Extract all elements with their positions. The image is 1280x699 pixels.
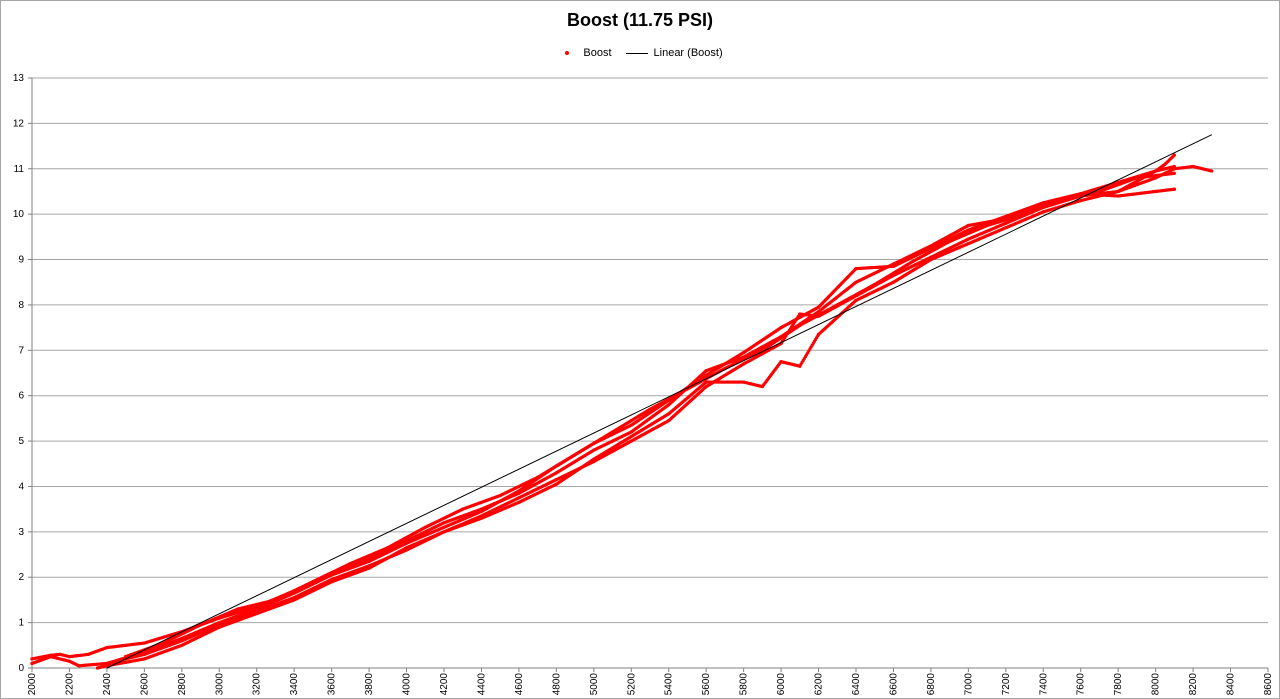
x-tick-label: 2400 — [102, 673, 113, 696]
x-tick-label: 2600 — [139, 673, 150, 696]
x-tick-label: 4200 — [439, 673, 450, 696]
x-tick-label: 3600 — [327, 673, 338, 696]
boost-point — [1172, 187, 1176, 191]
legend-item-boost: Boost — [557, 47, 612, 59]
y-tick-label: 11 — [14, 164, 25, 175]
x-tick-label: 7000 — [963, 673, 974, 696]
x-tick-label: 6400 — [851, 673, 862, 696]
x-tick-label: 6000 — [776, 673, 787, 696]
x-tick-label: 5000 — [589, 673, 600, 696]
legend-marker-linear — [625, 52, 648, 54]
y-tick-label: 3 — [18, 527, 24, 538]
x-tick-label: 8200 — [1188, 673, 1199, 696]
y-tick-label: 10 — [13, 209, 25, 220]
y-tick-label: 6 — [18, 391, 24, 402]
x-tick-label: 2800 — [177, 673, 188, 696]
boost-point — [1172, 154, 1176, 158]
y-tick-label: 9 — [18, 255, 24, 266]
y-tick-label: 0 — [18, 663, 24, 674]
y-tick-label: 4 — [18, 481, 24, 492]
x-tick-label: 2200 — [64, 673, 75, 696]
y-tick-label: 2 — [18, 572, 24, 583]
y-tick-label: 5 — [18, 436, 24, 447]
x-tick-label: 6200 — [814, 673, 825, 696]
y-tick-label: 12 — [13, 118, 25, 129]
x-tick-label: 5400 — [664, 673, 675, 696]
x-tick-label: 3400 — [289, 673, 300, 696]
x-tick-label: 6800 — [926, 673, 937, 696]
x-tick-label: 3800 — [364, 673, 375, 696]
x-tick-label: 3000 — [214, 673, 225, 696]
x-tick-label: 4600 — [514, 673, 525, 696]
x-tick-label: 2000 — [27, 673, 38, 696]
x-tick-label: 5800 — [739, 673, 750, 696]
x-tick-label: 5200 — [626, 673, 637, 696]
x-tick-label: 4000 — [402, 673, 413, 696]
x-tick-label: 7200 — [1001, 673, 1012, 696]
legend: Boost Linear (Boost) — [0, 47, 1280, 59]
legend-label-linear: Linear (Boost) — [653, 47, 723, 59]
x-tick-label: 3200 — [252, 673, 263, 696]
legend-item-linear: Linear (Boost) — [625, 47, 723, 59]
y-tick-label: 7 — [18, 345, 24, 356]
x-tick-label: 5600 — [701, 673, 712, 696]
x-tick-label: 8000 — [1151, 673, 1162, 696]
legend-marker-boost — [565, 51, 570, 55]
y-tick-label: 8 — [18, 300, 24, 311]
x-tick-label: 8600 — [1263, 673, 1274, 696]
y-tick-label: 1 — [18, 618, 24, 629]
x-tick-label: 8400 — [1226, 673, 1237, 696]
legend-label-boost: Boost — [583, 47, 612, 59]
y-tick-label: 13 — [13, 73, 25, 84]
boost-point — [1209, 169, 1213, 173]
x-tick-label: 7600 — [1076, 673, 1087, 696]
x-tick-label: 4800 — [551, 673, 562, 696]
x-tick-label: 6600 — [888, 673, 899, 696]
x-tick-label: 4400 — [476, 673, 487, 696]
x-tick-label: 7400 — [1038, 673, 1049, 696]
x-tick-label: 7800 — [1113, 673, 1124, 696]
chart-title: Boost (11.75 PSI) — [566, 10, 714, 30]
